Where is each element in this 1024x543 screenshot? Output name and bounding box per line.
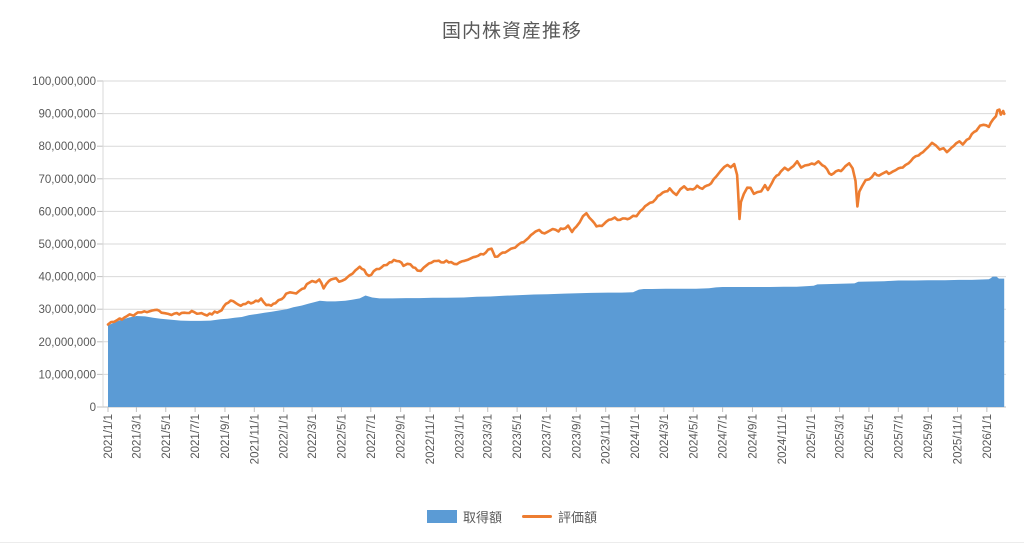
x-tick-label: 2022/1/1 [279,414,291,459]
x-tick-label: 2025/5/1 [864,414,876,459]
x-tick-label: 2024/5/1 [688,414,700,459]
y-tick-label: 10,000,000 [38,369,96,381]
y-tick-label: 20,000,000 [38,337,96,349]
x-tick-label: 2026/1/1 [982,414,994,459]
x-tick-label: 2022/7/1 [366,414,378,459]
valuation-line [106,108,1006,326]
x-tick-label: 2023/11/1 [601,414,613,464]
x-tick-label: 2024/11/1 [777,414,789,464]
acquisition-area [108,276,1005,407]
x-tick-label: 2023/9/1 [571,414,583,459]
x-tick-label: 2025/7/1 [893,414,905,459]
x-tick-label: 2022/11/1 [425,414,437,464]
legend-swatch-valuation-line [522,515,552,518]
chart-title: 国内株資産推移 [441,21,582,42]
legend-item-valuation: 評価額 [522,507,597,526]
y-tick-label: 50,000,000 [38,239,96,251]
x-tick-label: 2023/5/1 [512,414,524,459]
legend-label-valuation: 評価額 [558,510,598,525]
legend-label-acquisition: 取得額 [462,510,502,525]
x-tick-label: 2025/11/1 [952,414,964,464]
x-tick-label: 2023/1/1 [454,414,466,459]
x-tick-label: 2024/3/1 [659,414,671,459]
x-tick-label: 2024/7/1 [718,414,730,459]
y-tick-label: 40,000,000 [38,272,96,284]
x-tick-label: 2021/9/1 [220,414,232,459]
legend: 取得額 評価額 [0,507,1024,526]
y-tick-label: 100,000,000 [32,76,96,88]
x-tick-label: 2021/11/1 [249,414,261,464]
y-tick-label: 80,000,000 [38,141,96,153]
x-tick-label: 2021/5/1 [161,414,173,459]
x-tick-label: 2025/9/1 [923,414,935,459]
x-tick-label: 2022/3/1 [307,414,319,459]
y-tick-label: 0 [90,402,96,414]
x-tick-label: 2025/3/1 [835,414,847,459]
x-tick-label: 2023/3/1 [483,414,495,459]
y-tick-label: 70,000,000 [38,174,96,186]
y-tick-label: 60,000,000 [38,206,96,218]
x-tick-label: 2021/1/1 [103,414,115,459]
x-tick-label: 2021/3/1 [131,414,143,459]
y-tick-label: 90,000,000 [38,109,96,121]
legend-item-acquisition: 取得額 [426,507,502,526]
legend-swatch-acquisition-area [426,510,457,523]
y-tick-label: 30,000,000 [38,304,96,316]
x-tick-label: 2025/1/1 [806,414,818,459]
x-tick-label: 2024/9/1 [747,414,759,459]
x-tick-label: 2023/7/1 [541,414,553,459]
x-tick-label: 2022/9/1 [396,414,408,459]
x-tick-label: 2022/5/1 [336,414,348,459]
x-tick-label: 2021/7/1 [190,414,202,459]
x-tick-label: 2024/1/1 [630,414,642,459]
